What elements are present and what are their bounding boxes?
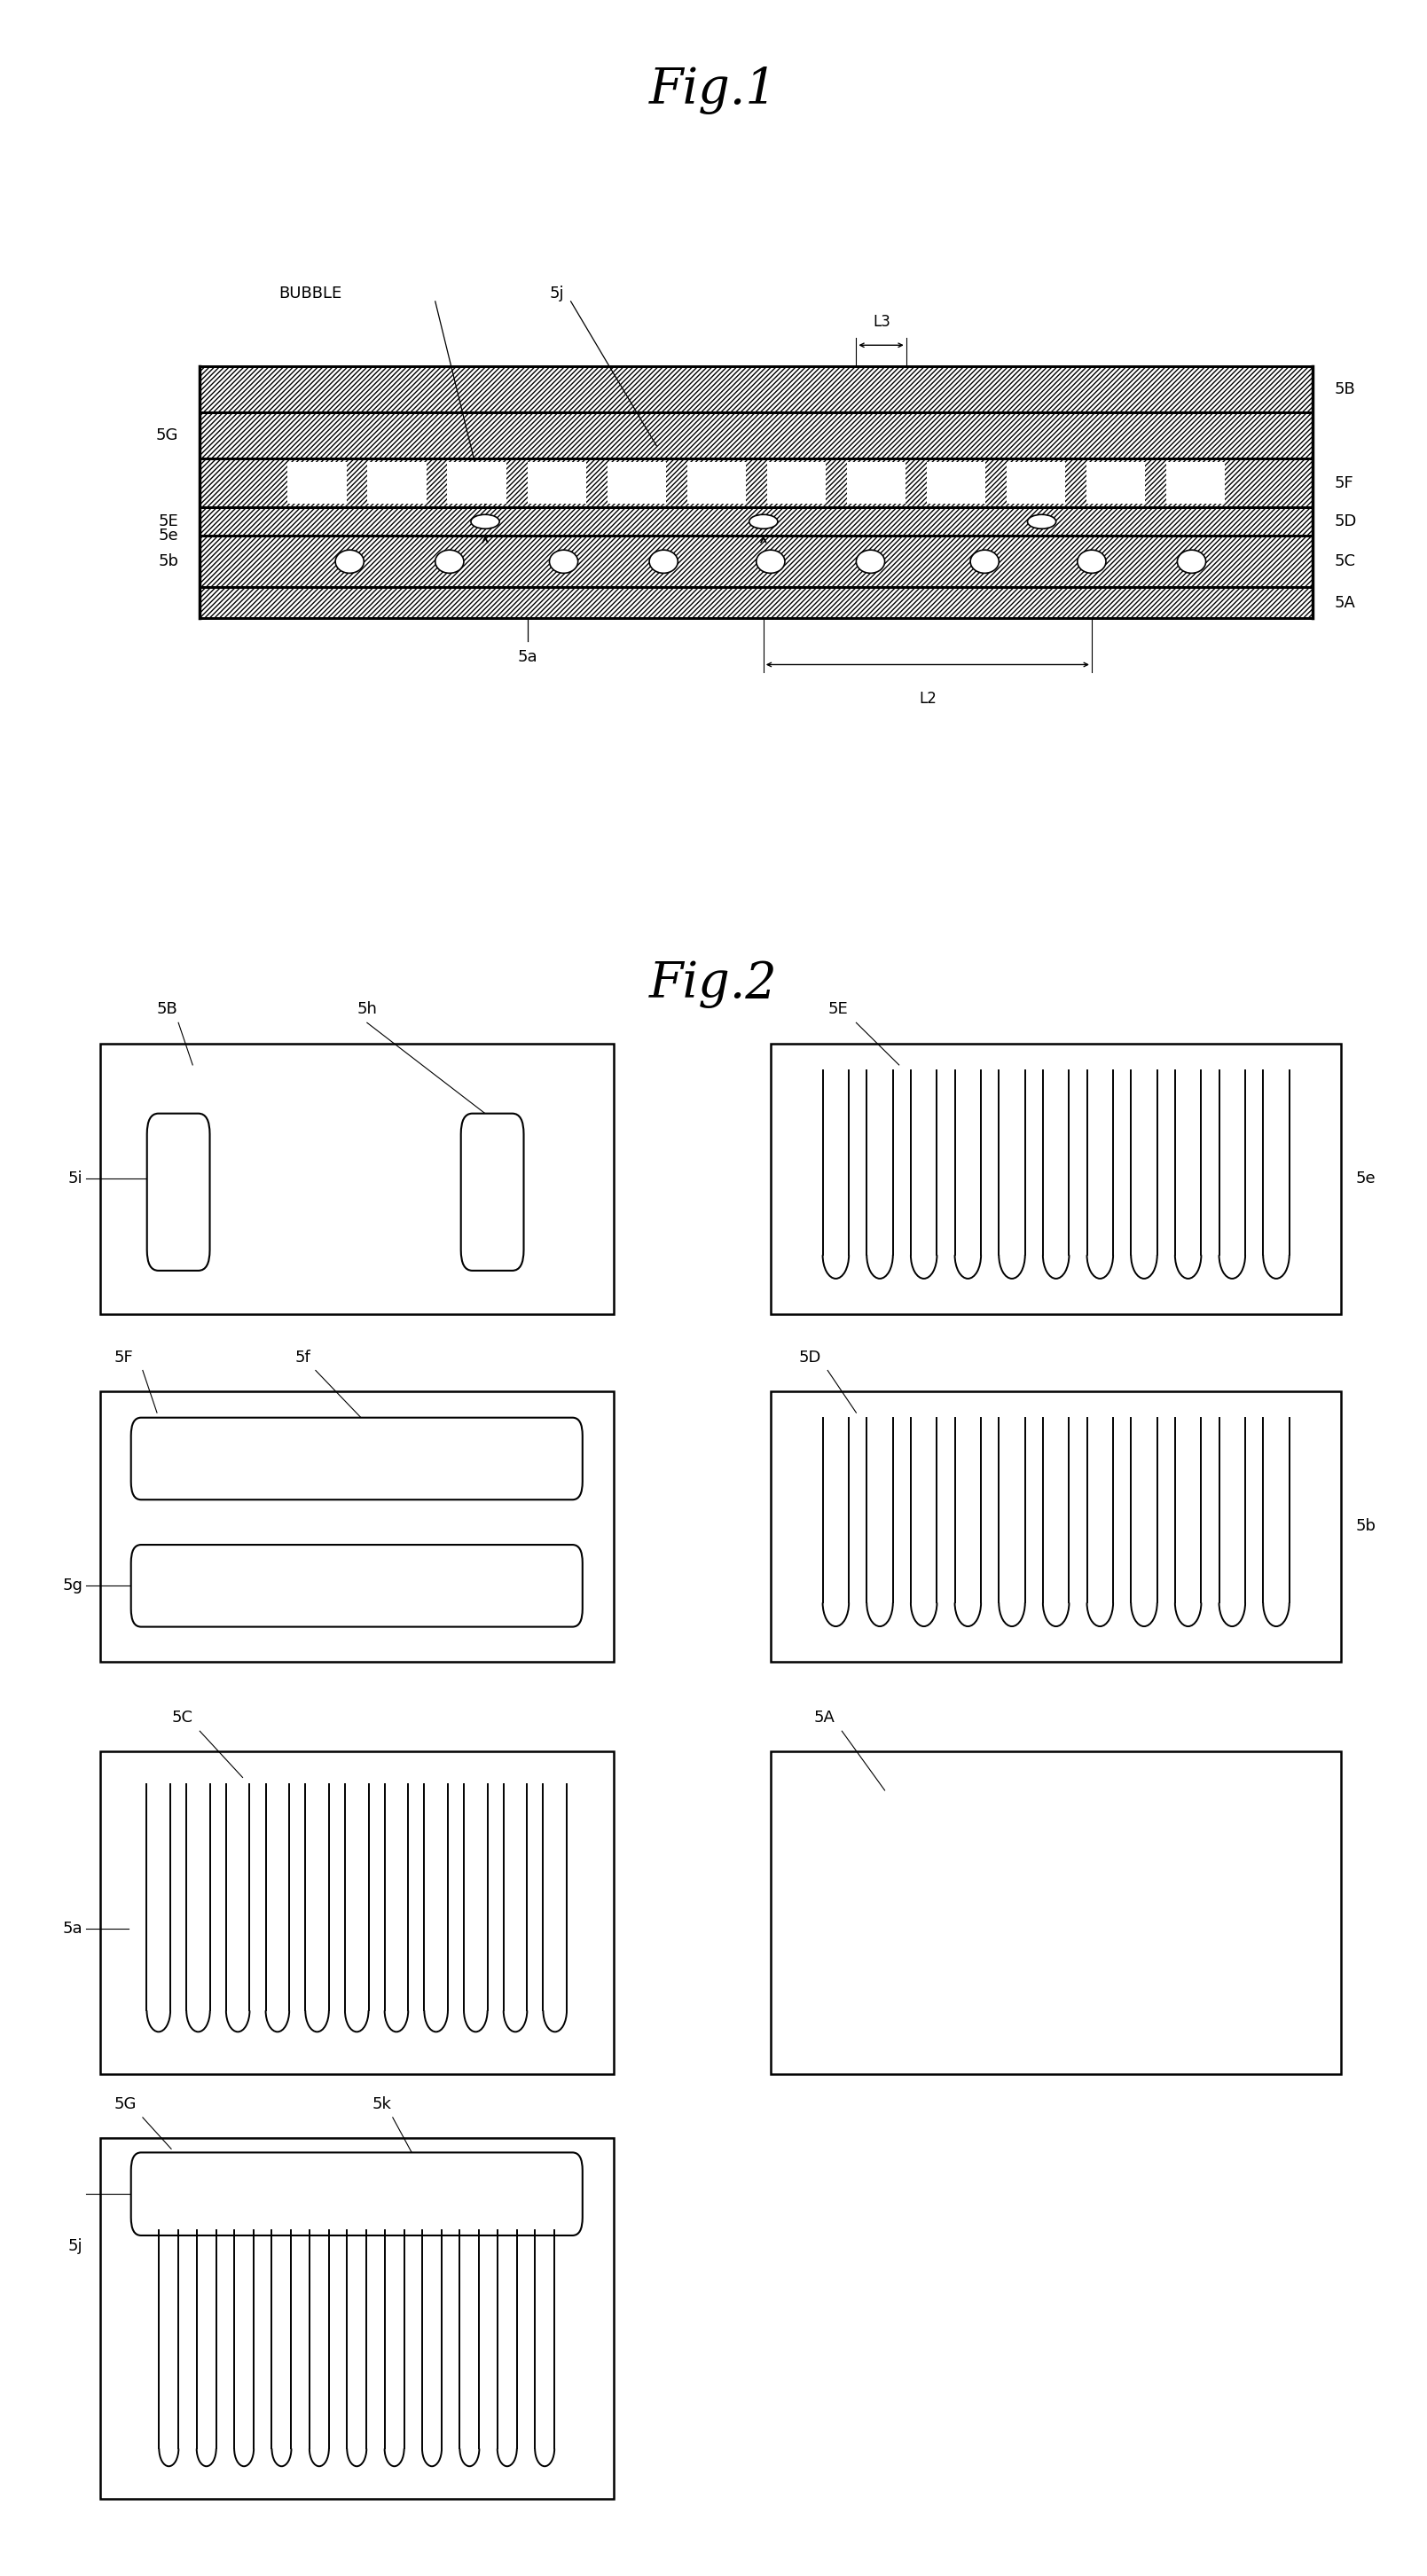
Text: Fig.1: Fig.1 bbox=[649, 67, 778, 113]
Text: 5F: 5F bbox=[114, 1350, 134, 1365]
Bar bbox=[200, 536, 1313, 587]
Bar bbox=[1166, 464, 1224, 505]
FancyBboxPatch shape bbox=[131, 2154, 582, 2236]
Ellipse shape bbox=[856, 549, 885, 574]
Bar bbox=[527, 464, 586, 505]
Ellipse shape bbox=[756, 549, 785, 574]
Bar bbox=[200, 459, 1313, 507]
Ellipse shape bbox=[749, 515, 778, 528]
Text: 5j: 5j bbox=[68, 2239, 83, 2254]
Ellipse shape bbox=[1027, 515, 1056, 528]
Text: 5B: 5B bbox=[1334, 381, 1356, 397]
Bar bbox=[200, 587, 1313, 618]
Text: 5E: 5E bbox=[828, 1002, 848, 1018]
Bar bbox=[288, 464, 347, 505]
Bar bbox=[1006, 464, 1065, 505]
Bar bbox=[200, 507, 1313, 536]
Bar bbox=[771, 1043, 1341, 1314]
Bar bbox=[766, 464, 826, 505]
Ellipse shape bbox=[549, 549, 578, 574]
Bar bbox=[1086, 464, 1144, 505]
Text: Fig.2: Fig.2 bbox=[649, 961, 778, 1007]
Bar bbox=[100, 1043, 614, 1314]
Ellipse shape bbox=[471, 515, 499, 528]
Bar bbox=[771, 1391, 1341, 1662]
Text: 5D: 5D bbox=[799, 1350, 822, 1365]
Text: 5a: 5a bbox=[63, 1922, 83, 1937]
Bar bbox=[100, 1391, 614, 1662]
Ellipse shape bbox=[970, 549, 999, 574]
Text: L3: L3 bbox=[873, 314, 890, 330]
Ellipse shape bbox=[1177, 549, 1206, 574]
Ellipse shape bbox=[649, 549, 678, 574]
Text: 5A: 5A bbox=[1334, 595, 1356, 611]
Bar bbox=[771, 1752, 1341, 2074]
Text: 5C: 5C bbox=[1334, 554, 1356, 569]
Text: 5j: 5j bbox=[549, 286, 564, 301]
Text: 5e: 5e bbox=[1356, 1170, 1376, 1188]
Ellipse shape bbox=[435, 549, 464, 574]
Text: 5C: 5C bbox=[171, 1710, 193, 1726]
Text: 5k: 5k bbox=[372, 2097, 391, 2112]
FancyBboxPatch shape bbox=[131, 1417, 582, 1499]
Bar bbox=[926, 464, 986, 505]
Bar bbox=[200, 412, 1313, 459]
Text: 5b: 5b bbox=[1356, 1517, 1376, 1535]
Bar bbox=[846, 464, 906, 505]
Text: 5e: 5e bbox=[158, 528, 178, 544]
Ellipse shape bbox=[335, 549, 364, 574]
Bar bbox=[448, 464, 507, 505]
FancyBboxPatch shape bbox=[461, 1113, 524, 1270]
Text: 5i: 5i bbox=[68, 1170, 83, 1188]
Text: L2: L2 bbox=[919, 690, 936, 706]
Bar bbox=[200, 366, 1313, 412]
FancyBboxPatch shape bbox=[131, 1546, 582, 1628]
Bar bbox=[100, 1752, 614, 2074]
Text: 5B: 5B bbox=[157, 1002, 178, 1018]
Ellipse shape bbox=[1077, 549, 1106, 574]
Text: BUBBLE: BUBBLE bbox=[278, 286, 341, 301]
Text: 5a: 5a bbox=[518, 649, 538, 665]
Text: 5f: 5f bbox=[295, 1350, 311, 1365]
Text: 5h: 5h bbox=[357, 1002, 377, 1018]
Text: 5F: 5F bbox=[1334, 474, 1354, 492]
Text: 5E: 5E bbox=[158, 513, 178, 531]
Text: 5G: 5G bbox=[156, 428, 178, 443]
Bar bbox=[100, 2138, 614, 2499]
Text: 5D: 5D bbox=[1334, 513, 1357, 531]
FancyBboxPatch shape bbox=[147, 1113, 210, 1270]
Text: 5b: 5b bbox=[158, 554, 178, 569]
Bar bbox=[686, 464, 746, 505]
Text: 5A: 5A bbox=[813, 1710, 835, 1726]
Bar bbox=[368, 464, 427, 505]
Text: 5g: 5g bbox=[63, 1579, 83, 1595]
Bar bbox=[606, 464, 666, 505]
Text: 5G: 5G bbox=[114, 2097, 137, 2112]
